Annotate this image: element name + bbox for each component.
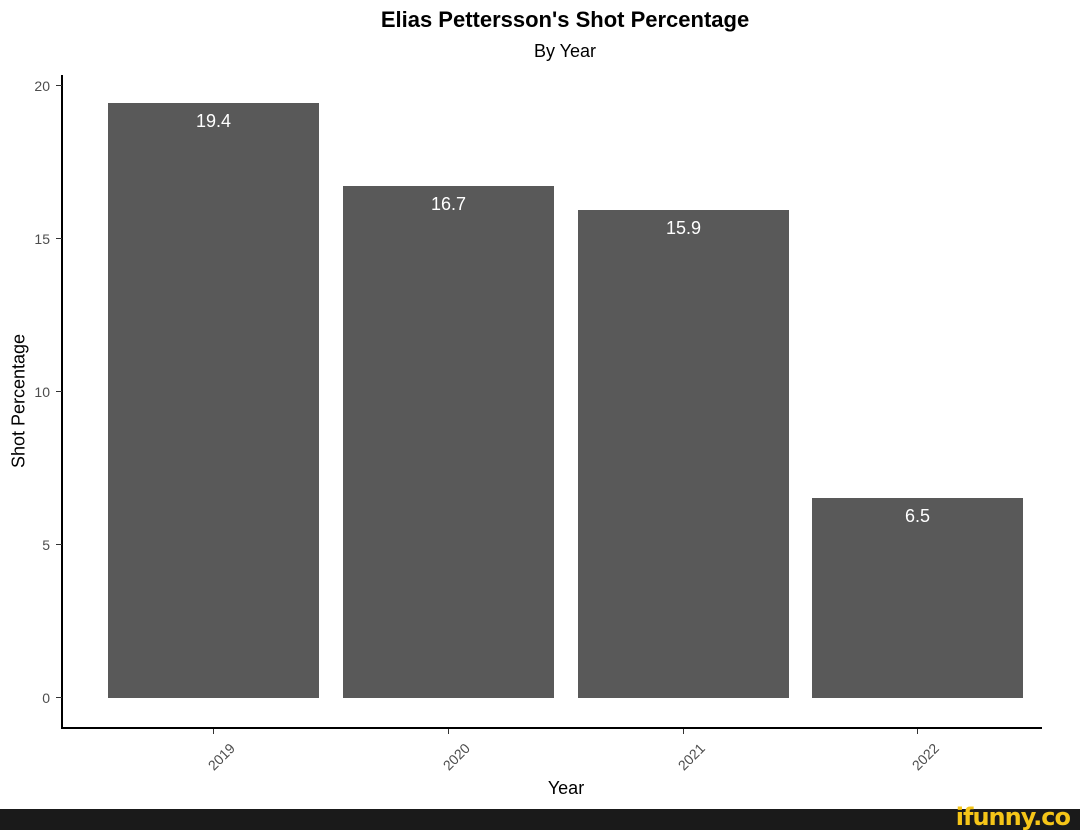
bar-value-label: 15.9 — [665, 218, 702, 238]
y-tick — [56, 697, 62, 698]
bar-value-label: 19.4 — [195, 111, 232, 131]
x-tick — [917, 729, 918, 734]
chart-title: Elias Pettersson's Shot Percentage — [380, 7, 750, 32]
y-tick-label: 0 — [42, 690, 50, 706]
y-axis-label: Shot Percentage — [8, 333, 29, 469]
bar-2020: 16.7 — [343, 186, 554, 698]
y-tick-label: 10 — [34, 384, 50, 400]
chart-subtitle: By Year — [533, 41, 597, 61]
x-tick — [213, 729, 214, 734]
y-tick — [56, 391, 62, 392]
y-tick — [56, 238, 62, 239]
x-tick-label: 2021 — [674, 740, 708, 774]
x-axis-label: Year — [547, 778, 585, 798]
y-tick-label: 15 — [34, 231, 50, 247]
x-tick — [448, 729, 449, 734]
x-tick-label: 2022 — [908, 740, 942, 774]
y-tick-label: 5 — [42, 537, 50, 553]
y-tick-label: 20 — [34, 78, 50, 94]
y-tick — [56, 544, 62, 545]
bar-value-label: 6.5 — [904, 506, 931, 526]
x-tick — [683, 729, 684, 734]
watermark-logo: ifunny.co — [955, 803, 1071, 831]
x-tick-label: 2019 — [204, 740, 238, 774]
bar-2022: 6.5 — [812, 498, 1023, 698]
x-tick-label: 2020 — [439, 740, 473, 774]
bar-value-label: 16.7 — [430, 194, 467, 214]
y-tick — [56, 85, 62, 86]
bar-2019: 19.4 — [108, 103, 319, 698]
y-axis-line — [61, 75, 63, 729]
x-axis-line — [61, 727, 1042, 729]
bar-2021: 15.9 — [578, 210, 789, 698]
footer-bar: ifunny.co — [0, 803, 1080, 831]
